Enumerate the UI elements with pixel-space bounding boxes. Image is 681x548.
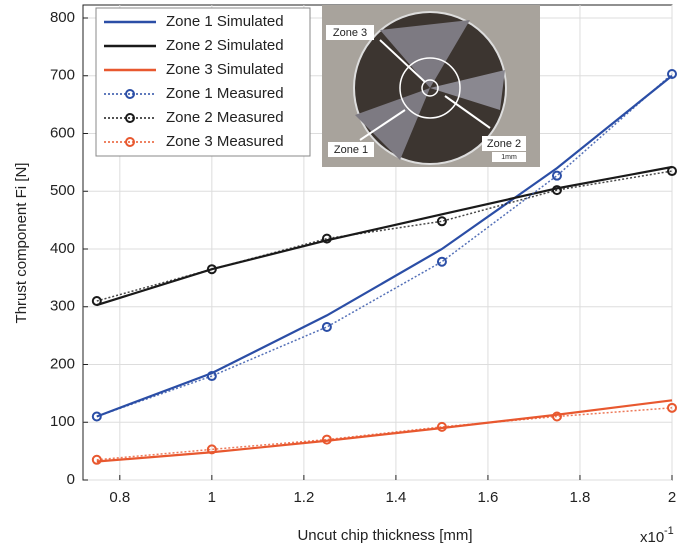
y-tick-label: 700	[50, 67, 75, 84]
series-line	[96, 73, 673, 418]
marker	[436, 256, 447, 267]
inset-label-bg	[326, 25, 374, 40]
x-tick-label: 2	[668, 489, 676, 506]
x-multiplier-exponent: -1	[664, 525, 674, 537]
legend-label: Zone 2 Measured	[166, 109, 284, 126]
marker	[206, 264, 217, 275]
legend-label: Zone 1 Simulated	[166, 13, 284, 30]
inset-blade	[430, 70, 505, 110]
y-tick-label: 800	[50, 9, 75, 26]
marker	[551, 411, 562, 422]
inset-ring	[421, 79, 439, 97]
series-line	[96, 165, 673, 307]
marker	[91, 454, 102, 465]
inset: Zone 3 Zone 2 Zone 1 1mm	[322, 5, 540, 167]
marker	[321, 321, 332, 332]
marker	[667, 402, 677, 413]
marker	[206, 444, 217, 455]
series-line	[96, 170, 673, 302]
y-tick-label: 500	[50, 182, 75, 199]
inset-label-bg	[328, 142, 374, 157]
y-axis-label: Thrust component Fi [N]	[13, 163, 30, 324]
legend-label: Zone 3 Measured	[166, 133, 284, 150]
x-tick-label: 1.8	[570, 489, 591, 506]
x-tick-label: 0.8	[109, 489, 130, 506]
y-tick-label: 600	[50, 124, 75, 141]
legend-marker	[125, 89, 135, 99]
x-tick-label: 1.4	[385, 489, 406, 506]
x-tick-label: 1.6	[478, 489, 499, 506]
legend-label: Zone 3 Simulated	[166, 61, 284, 78]
y-tick-label: 300	[50, 298, 75, 315]
inset-label: Zone 3	[333, 27, 367, 39]
inset-blade	[380, 20, 470, 88]
legend	[95, 7, 311, 157]
x-multiplier: x10	[640, 529, 664, 546]
marker	[551, 170, 562, 181]
legend-marker	[125, 137, 135, 147]
marker	[91, 411, 102, 422]
legend-label: Zone 1 Measured	[166, 85, 284, 102]
inset-label: 1mm	[501, 154, 517, 161]
series-line	[96, 399, 673, 463]
inset-blade	[355, 88, 430, 160]
marker	[551, 185, 562, 196]
x-axis-label: Uncut chip thickness [mm]	[297, 527, 472, 544]
inset-label-bg	[482, 136, 526, 151]
x-tick-label: 1.2	[293, 489, 314, 506]
marker	[321, 233, 332, 244]
inset-label-bg	[492, 152, 526, 162]
inset-label: Zone 1	[334, 144, 368, 156]
marker	[91, 295, 102, 306]
marker	[436, 216, 447, 227]
inset-ring	[399, 57, 461, 119]
series-line	[96, 407, 673, 461]
marker	[667, 166, 677, 177]
y-tick-label: 0	[67, 471, 75, 488]
inset-label: Zone 2	[487, 138, 521, 150]
series-line	[96, 74, 673, 418]
marker	[436, 421, 447, 432]
y-tick-label: 100	[50, 413, 75, 430]
marker	[667, 69, 677, 80]
inset-arrow	[444, 95, 491, 129]
legend-label: Zone 2 Simulated	[166, 37, 284, 54]
y-tick-label: 400	[50, 240, 75, 257]
marker	[321, 434, 332, 445]
y-tick-label: 200	[50, 355, 75, 372]
marker	[206, 371, 217, 382]
legend-marker	[125, 113, 135, 123]
inset-arrow	[359, 109, 406, 141]
inset-arrow	[379, 39, 426, 83]
x-tick-label: 1	[208, 489, 216, 506]
